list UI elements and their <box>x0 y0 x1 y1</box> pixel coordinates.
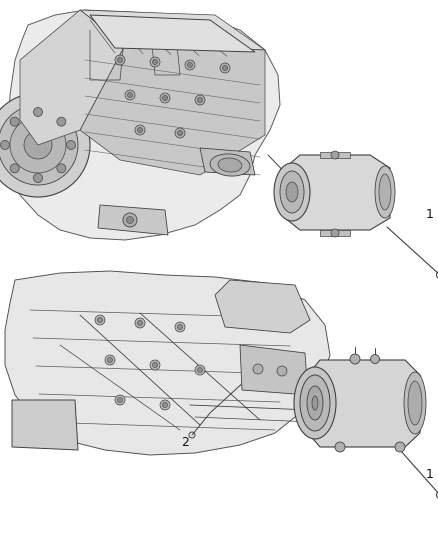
Polygon shape <box>215 280 310 333</box>
Circle shape <box>0 141 10 149</box>
Circle shape <box>57 117 66 126</box>
Polygon shape <box>80 45 265 175</box>
Ellipse shape <box>300 375 330 431</box>
Circle shape <box>98 318 102 322</box>
Polygon shape <box>320 230 350 236</box>
Circle shape <box>24 131 52 159</box>
Circle shape <box>138 127 142 133</box>
Polygon shape <box>308 360 420 447</box>
Ellipse shape <box>408 381 422 425</box>
Circle shape <box>187 62 192 68</box>
Circle shape <box>198 98 202 102</box>
Circle shape <box>33 108 42 117</box>
Ellipse shape <box>404 372 426 434</box>
Circle shape <box>127 93 133 98</box>
Circle shape <box>152 60 158 64</box>
Circle shape <box>195 95 205 105</box>
Circle shape <box>115 395 125 405</box>
Circle shape <box>95 315 105 325</box>
Circle shape <box>160 400 170 410</box>
Ellipse shape <box>286 182 298 202</box>
Circle shape <box>107 358 113 362</box>
Text: 2: 2 <box>181 437 189 449</box>
Ellipse shape <box>375 166 395 218</box>
Polygon shape <box>12 400 78 450</box>
Ellipse shape <box>294 367 336 439</box>
Circle shape <box>162 402 167 408</box>
Polygon shape <box>320 152 350 158</box>
Ellipse shape <box>280 171 304 213</box>
Circle shape <box>125 90 135 100</box>
Polygon shape <box>80 10 265 50</box>
Circle shape <box>152 362 158 367</box>
Circle shape <box>220 63 230 73</box>
Ellipse shape <box>210 154 250 176</box>
Circle shape <box>117 398 123 402</box>
Text: 1: 1 <box>426 208 434 222</box>
Circle shape <box>117 58 123 62</box>
Circle shape <box>162 95 167 101</box>
Circle shape <box>57 164 66 173</box>
Circle shape <box>150 57 160 67</box>
Circle shape <box>335 442 345 452</box>
Circle shape <box>135 318 145 328</box>
Text: 1: 1 <box>426 469 434 481</box>
Polygon shape <box>98 205 168 235</box>
Ellipse shape <box>218 158 242 172</box>
Circle shape <box>160 93 170 103</box>
Circle shape <box>10 164 19 173</box>
Circle shape <box>331 229 339 237</box>
Circle shape <box>350 354 360 364</box>
Circle shape <box>223 66 227 70</box>
Circle shape <box>105 355 115 365</box>
Circle shape <box>195 365 205 375</box>
Circle shape <box>331 151 339 159</box>
Ellipse shape <box>379 174 391 210</box>
Circle shape <box>0 105 78 185</box>
Circle shape <box>33 174 42 182</box>
Circle shape <box>371 354 379 364</box>
Polygon shape <box>20 10 125 145</box>
Circle shape <box>135 125 145 135</box>
Ellipse shape <box>307 386 323 420</box>
Polygon shape <box>90 15 255 52</box>
Circle shape <box>277 366 287 376</box>
Circle shape <box>123 213 137 227</box>
Polygon shape <box>285 155 390 230</box>
Circle shape <box>177 325 183 329</box>
Ellipse shape <box>274 163 310 221</box>
Ellipse shape <box>312 396 318 410</box>
Circle shape <box>175 128 185 138</box>
Circle shape <box>115 55 125 65</box>
Circle shape <box>175 322 185 332</box>
Polygon shape <box>200 148 255 175</box>
Circle shape <box>10 117 66 173</box>
Circle shape <box>10 117 19 126</box>
Circle shape <box>138 320 142 326</box>
Circle shape <box>185 60 195 70</box>
Circle shape <box>127 216 134 223</box>
Circle shape <box>253 364 263 374</box>
Circle shape <box>198 367 202 373</box>
Circle shape <box>395 442 405 452</box>
Circle shape <box>67 141 75 149</box>
Polygon shape <box>240 345 308 395</box>
Polygon shape <box>5 271 330 455</box>
Circle shape <box>150 360 160 370</box>
Polygon shape <box>8 10 280 240</box>
Circle shape <box>0 93 90 197</box>
Circle shape <box>177 131 183 135</box>
